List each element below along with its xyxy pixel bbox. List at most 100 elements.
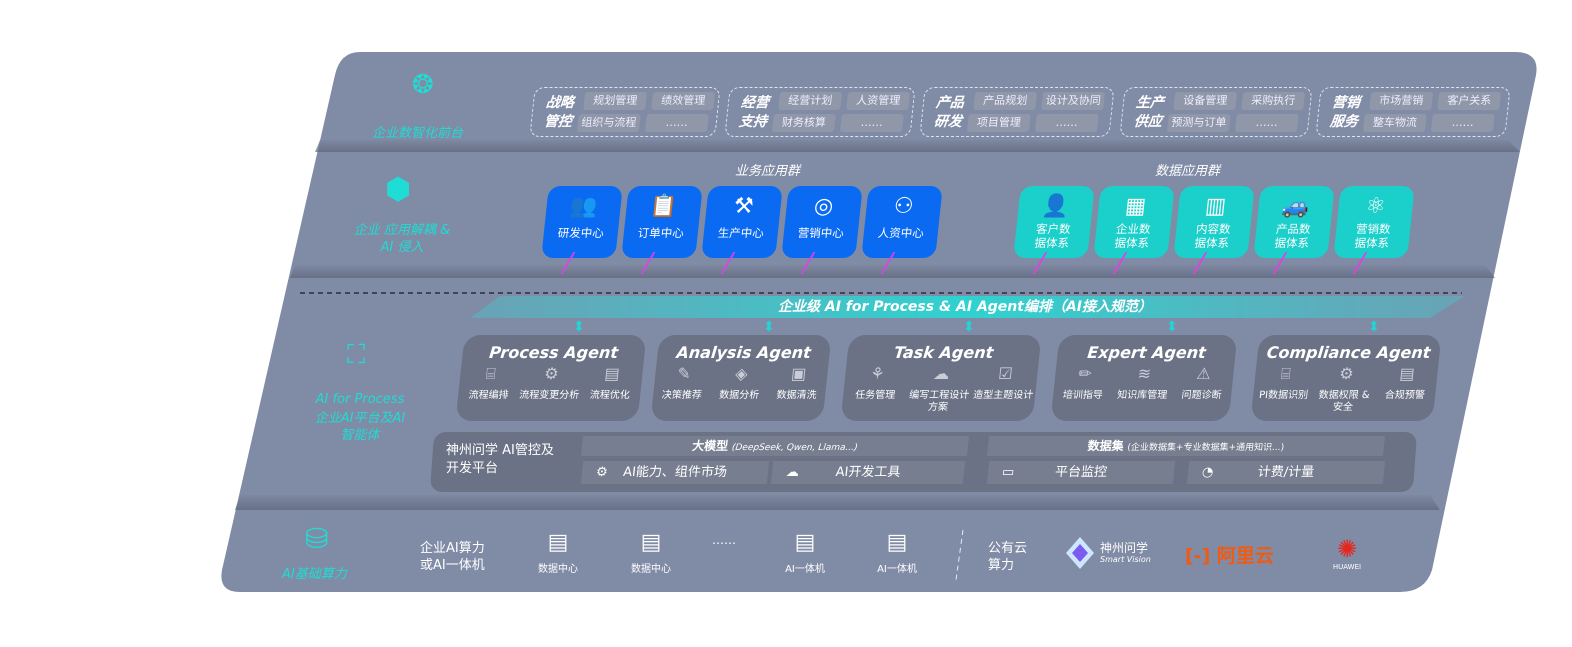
capability-label: 流程变更分析 <box>518 390 580 401</box>
agent-capability[interactable]: ▤ 合规预警 <box>1373 364 1438 414</box>
database-icon: ⛁ <box>305 522 329 555</box>
function-chip[interactable]: …… <box>1234 114 1299 132</box>
agent-capability[interactable]: ⌸ 流程编排 <box>458 364 522 402</box>
capability-label: 流程优化 <box>589 390 631 401</box>
agent-card[interactable]: Task Agent ⚘ 任务管理 ☁ 编写工程设计方案 ☑ 造型主题设计 <box>840 335 1042 421</box>
business-app-card[interactable]: ◎ 营销中心 <box>781 186 863 258</box>
function-chip[interactable]: 经营计划 <box>778 92 843 110</box>
data-app-card[interactable]: ▦ 企业数据体系 <box>1093 186 1175 258</box>
compute-node: ▤ 数据中心 <box>528 530 588 575</box>
platform-tool[interactable]: ☁ AI开发工具 <box>770 461 966 484</box>
data-apps-title: 数据应用群 <box>1155 164 1221 179</box>
data-app-card[interactable]: 👤 客户数据体系 <box>1013 186 1095 258</box>
function-chip[interactable]: …… <box>1034 114 1099 132</box>
screen-gear-icon: ⚙ <box>595 465 609 480</box>
person-icon: ⚇ <box>892 194 915 219</box>
capability-icon: ⌸ <box>1279 364 1292 383</box>
function-chip[interactable]: 规划管理 <box>583 92 648 110</box>
function-chip[interactable]: …… <box>1430 114 1495 132</box>
agent-card[interactable]: Expert Agent ✏ 培训指导 ≋ 知识库管理 ⚠ 问题诊断 <box>1050 335 1238 421</box>
dataset-bar: 数据集 (企业数据集+专业数据集+通用知识...) <box>986 436 1386 456</box>
function-chip[interactable]: 客户关系 <box>1437 92 1502 110</box>
agent-capability[interactable]: ▤ 流程优化 <box>579 364 643 402</box>
agent-capabilities: ⚘ 任务管理 ☁ 编写工程设计方案 ☑ 造型主题设计 <box>841 364 1038 414</box>
platform-tool[interactable]: ⚙ AI能力、组件市场 <box>580 461 770 484</box>
function-chip[interactable]: 整车物流 <box>1362 114 1427 132</box>
agent-capability[interactable]: ≋ 知识库管理 <box>1112 364 1175 402</box>
function-chip[interactable]: 设备管理 <box>1173 92 1238 110</box>
business-app-label: 订单中心 <box>637 226 685 240</box>
capability-label: 数据分析 <box>718 390 760 401</box>
business-app-card[interactable]: 👥 研发中心 <box>541 186 623 258</box>
data-app-card[interactable]: ▥ 内容数据体系 <box>1173 186 1255 258</box>
agent-capabilities: ✎ 决策推荐 ◈ 数据分析 ▣ 数据清洗 <box>652 364 828 402</box>
aliyun-name: 阿里云 <box>1216 545 1274 567</box>
data-app-card[interactable]: 🚙 产品数据体系 <box>1253 186 1335 258</box>
business-apps-title: 业务应用群 <box>735 164 801 179</box>
capability-label: 编写工程设计方案 <box>908 390 970 413</box>
public-cloud-label: 公有云算力 <box>988 541 1028 573</box>
capability-icon: ✎ <box>676 364 692 383</box>
cloud-tools-icon: ☁ <box>785 465 800 480</box>
platform-tool-label: 计费/计量 <box>1257 465 1315 480</box>
business-app-card[interactable]: 📋 订单中心 <box>621 186 703 258</box>
data-app-label: 客户数据体系 <box>1033 222 1072 250</box>
agent-capability[interactable]: ⚙ 数据权限 & 安全 <box>1312 364 1377 414</box>
huawei-petal-icon: ✺ <box>1336 535 1358 563</box>
aliyun-logo: [-] 阿里云 <box>1185 545 1274 567</box>
capability-icon: ⚙ <box>543 364 560 383</box>
platform-tool[interactable]: ▭ 平台监控 <box>986 461 1176 484</box>
platform-tool-label: 平台监控 <box>1054 465 1108 480</box>
business-app-card[interactable]: ⚇ 人资中心 <box>861 186 943 258</box>
face-scan-icon: ⛶ <box>347 340 366 370</box>
function-chip[interactable]: 设计及协同 <box>1041 92 1106 110</box>
dataset-label: 数据集 <box>1086 439 1125 453</box>
agent-card[interactable]: Process Agent ⌸ 流程编排 ⚙ 流程变更分析 ▤ 流程优化 <box>455 335 647 421</box>
function-chip[interactable]: 项目管理 <box>966 114 1031 132</box>
agent-capability[interactable]: ⚠ 问题诊断 <box>1171 364 1234 402</box>
agent-capability[interactable]: ▣ 数据清洗 <box>767 364 828 402</box>
compute-node-label: 数据中心 <box>631 564 671 575</box>
function-chip[interactable]: …… <box>644 114 709 132</box>
function-group-title: 产品研发 <box>933 95 965 130</box>
smart-vision-logo: 神州问学 Smart Vision <box>1065 536 1155 572</box>
agent-capability[interactable]: ☑ 造型主题设计 <box>971 364 1036 414</box>
agent-capability[interactable]: ⌸ PI数据识别 <box>1252 364 1317 414</box>
capability-label: 数据权限 & 安全 <box>1318 390 1371 413</box>
agent-title: Compliance Agent <box>1265 343 1432 362</box>
agent-capability[interactable]: ☁ 编写工程设计方案 <box>907 364 972 414</box>
platform-tool[interactable]: ◔ 计费/计量 <box>1186 461 1386 484</box>
agent-capability[interactable]: ⚘ 任务管理 <box>843 364 908 414</box>
function-chip[interactable]: 人资管理 <box>846 92 911 110</box>
capability-label: 合规预警 <box>1384 390 1426 401</box>
capability-label: 知识库管理 <box>1116 390 1168 401</box>
ai-orchestration-banner: 企业级 AI for Process & AI Agent编排（AI接入规范） <box>777 299 1153 315</box>
function-chip[interactable]: 采购执行 <box>1241 92 1306 110</box>
function-chip[interactable]: 财务核算 <box>771 114 836 132</box>
agent-capability[interactable]: ✏ 培训指导 <box>1052 364 1115 402</box>
data-app-card[interactable]: ⚛ 营销数据体系 <box>1333 186 1415 258</box>
user-icon: 👤 <box>1040 194 1071 219</box>
agent-capability[interactable]: ⚙ 流程变更分析 <box>518 364 582 402</box>
capability-icon: ◈ <box>734 364 749 383</box>
private-compute-label: 企业AI算力或AI一体机 <box>420 541 485 573</box>
agent-capability[interactable]: ✎ 决策推荐 <box>652 364 713 402</box>
function-chip[interactable]: 产品规划 <box>973 92 1038 110</box>
function-chip[interactable]: 市场营销 <box>1369 92 1434 110</box>
agent-card[interactable]: Compliance Agent ⌸ PI数据识别 ⚙ 数据权限 & 安全 ▤ 合规预警 <box>1250 335 1442 421</box>
function-chip[interactable]: 绩效管理 <box>651 92 716 110</box>
function-chip[interactable]: 组织与流程 <box>576 114 641 132</box>
agent-capability[interactable]: ◈ 数据分析 <box>710 364 771 402</box>
capability-label: 数据清洗 <box>775 390 818 401</box>
capability-label: PI数据识别 <box>1258 390 1309 401</box>
business-app-card[interactable]: ⚒ 生产中心 <box>701 186 783 258</box>
capability-icon: ▣ <box>790 364 808 383</box>
down-arrow-icon: ⬍ <box>1166 319 1178 335</box>
agent-card[interactable]: Analysis Agent ✎ 决策推荐 ◈ 数据分析 ▣ 数据清洗 <box>650 335 832 421</box>
function-chip[interactable]: …… <box>839 114 904 132</box>
agent-capabilities: ⌸ PI数据识别 ⚙ 数据权限 & 安全 ▤ 合规预警 <box>1251 364 1438 414</box>
function-chip[interactable]: 预测与订单 <box>1166 114 1231 132</box>
server-icon: ▤ <box>794 530 816 555</box>
llm-note: (DeepSeek, Qwen, Llama...) <box>731 443 859 453</box>
function-group-title: 生产供应 <box>1133 95 1165 130</box>
